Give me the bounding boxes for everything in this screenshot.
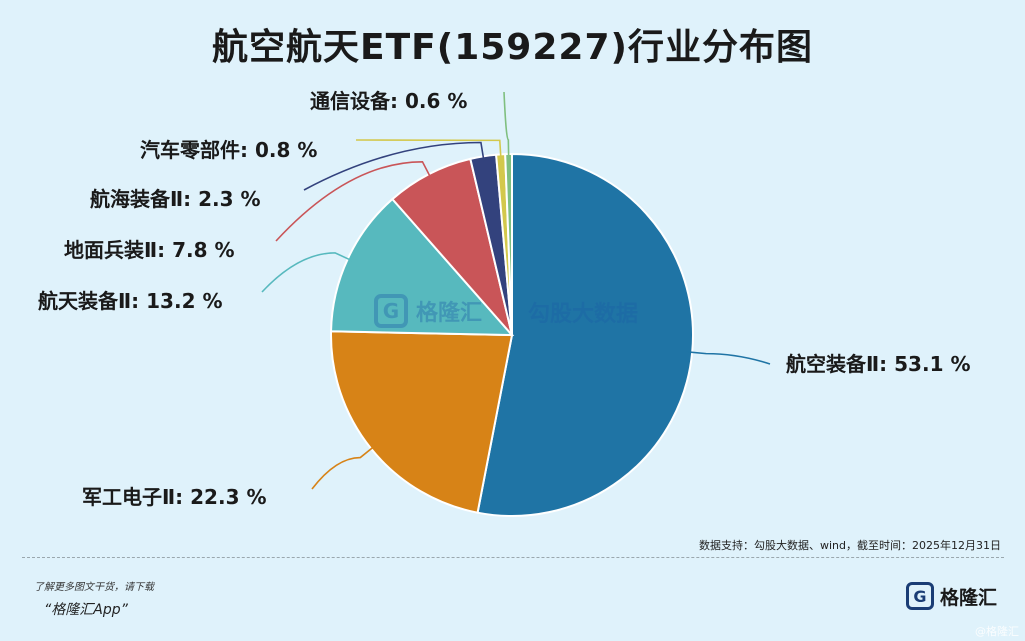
footer-app-name: “格隆汇App” [44, 602, 128, 618]
data-source: 数据支持：勾股大数据、wind，截至时间：2025年12月31日 [699, 539, 1001, 552]
slice-label: 航空装备Ⅱ: 53.1 % [786, 352, 971, 376]
divider [22, 557, 1004, 558]
slice-label: 军工电子Ⅱ: 22.3 % [82, 485, 267, 509]
slice-connector [303, 141, 485, 191]
slice-connector [503, 91, 510, 160]
corner-watermark: @格隆汇 [975, 625, 1019, 638]
brand-logo: G 格隆汇 [906, 579, 1006, 613]
slice-label: 航天装备Ⅱ: 13.2 % [38, 289, 223, 313]
slice-connector [275, 160, 433, 242]
slice-connector [311, 444, 376, 490]
slice-connector [686, 350, 771, 365]
footer-promo: 了解更多图文干货，请下载 [34, 582, 154, 593]
slice-label: 地面兵装Ⅱ: 7.8 % [64, 238, 235, 262]
slice-label: 航海装备Ⅱ: 2.3 % [90, 187, 261, 211]
slice-label: 汽车零部件: 0.8 % [140, 138, 318, 162]
slice-label: 通信设备: 0.6 % [310, 89, 468, 113]
chart-title: 航空航天ETF(159227)行业分布图 [212, 27, 813, 68]
slice-connector [261, 252, 354, 293]
slice-connector [355, 139, 502, 160]
brand-name: 格隆汇 [940, 586, 998, 609]
brand-g-icon: G [906, 582, 934, 610]
